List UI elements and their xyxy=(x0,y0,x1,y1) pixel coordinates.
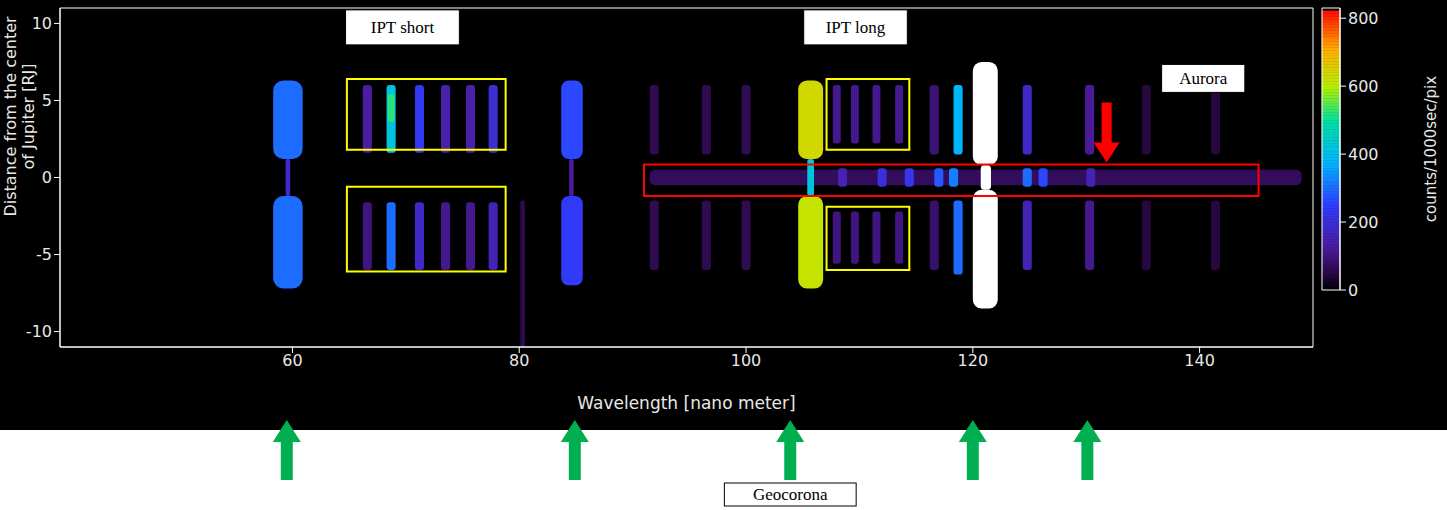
svg-text:0: 0 xyxy=(42,168,52,187)
svg-text:Aurora: Aurora xyxy=(1179,69,1228,88)
svg-text:140: 140 xyxy=(1184,351,1215,370)
svg-text:-5: -5 xyxy=(36,245,52,264)
svg-text:600: 600 xyxy=(1348,77,1379,96)
svg-text:0: 0 xyxy=(1348,281,1358,300)
svg-text:-10: -10 xyxy=(26,322,52,341)
svg-text:60: 60 xyxy=(282,351,302,370)
svg-text:IPT short: IPT short xyxy=(371,18,435,37)
svg-text:100: 100 xyxy=(731,351,762,370)
svg-text:Geocorona: Geocorona xyxy=(753,485,828,504)
svg-text:800: 800 xyxy=(1348,9,1379,28)
svg-text:80: 80 xyxy=(509,351,529,370)
svg-text:120: 120 xyxy=(958,351,989,370)
svg-text:400: 400 xyxy=(1348,145,1379,164)
svg-text:Wavelength [nano meter]: Wavelength [nano meter] xyxy=(577,393,795,413)
svg-text:10: 10 xyxy=(32,14,52,33)
svg-text:counts/1000sec/pix: counts/1000sec/pix xyxy=(1422,76,1440,222)
svg-text:of Jupiter [RJ]: of Jupiter [RJ] xyxy=(19,63,38,169)
svg-text:200: 200 xyxy=(1348,213,1379,232)
svg-text:IPT long: IPT long xyxy=(826,18,886,37)
svg-text:5: 5 xyxy=(42,91,52,110)
svg-text:Distance from the center: Distance from the center xyxy=(1,16,20,217)
